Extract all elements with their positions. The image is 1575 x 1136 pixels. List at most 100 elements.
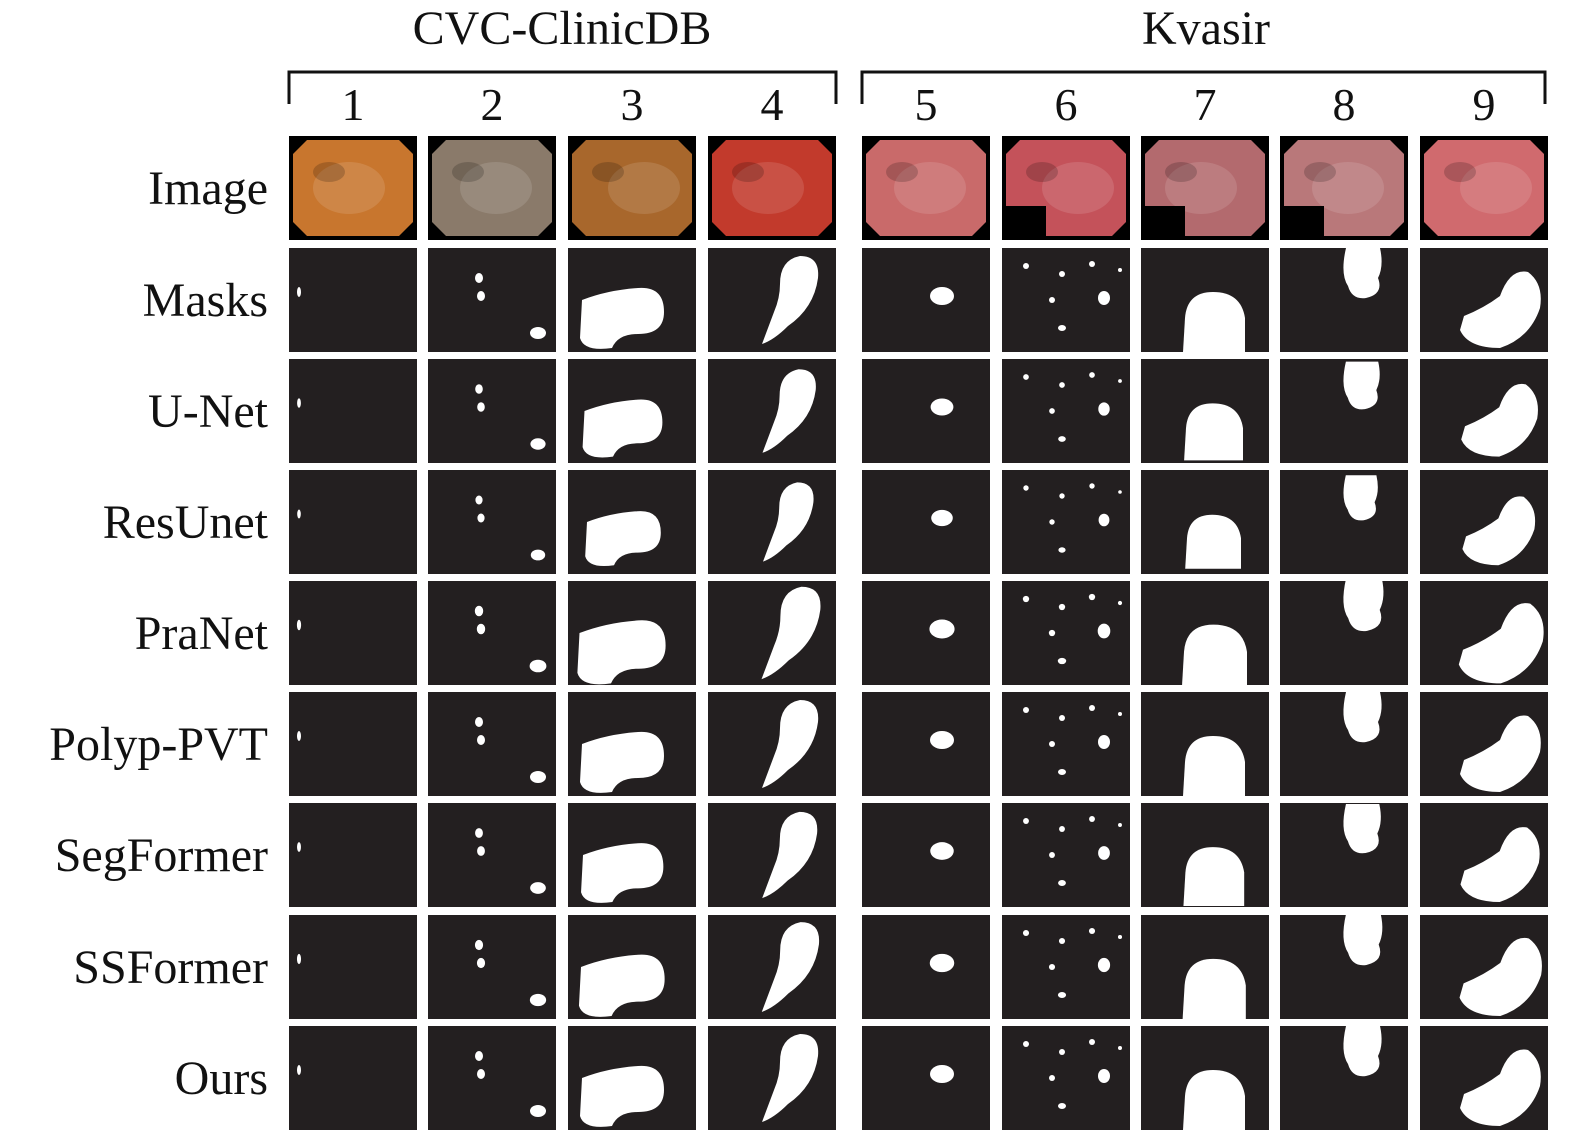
mask-tile-3 — [568, 1026, 696, 1130]
mask-tile-9 — [1420, 470, 1548, 574]
mask-tile-5 — [862, 470, 990, 574]
mask-tile-6 — [1002, 803, 1130, 907]
mask-tile-5 — [862, 581, 990, 685]
column-number-9: 9 — [1473, 79, 1496, 130]
mask-tile-6 — [1002, 359, 1130, 463]
image-tile-4 — [708, 136, 836, 240]
row-label-ours: Ours — [175, 1052, 268, 1105]
mask-tile-4 — [708, 248, 836, 352]
mask-tile-5 — [862, 915, 990, 1019]
group-title-kvasir: Kvasir — [1142, 2, 1270, 55]
mask-tile-5 — [862, 803, 990, 907]
image-tile-7 — [1141, 136, 1269, 240]
mask-tile-2 — [428, 915, 556, 1019]
mask-tile-6 — [1002, 915, 1130, 1019]
mask-tile-9 — [1420, 248, 1548, 352]
mask-tile-5 — [862, 1026, 990, 1130]
mask-tile-1 — [289, 248, 417, 352]
mask-tile-2 — [428, 359, 556, 463]
mask-tile-1 — [289, 581, 417, 685]
image-tile-2 — [428, 136, 556, 240]
mask-tile-9 — [1420, 803, 1548, 907]
mask-tile-7 — [1141, 692, 1269, 796]
mask-tile-7 — [1141, 1026, 1269, 1130]
mask-tile-2 — [428, 1026, 556, 1130]
mask-tile-3 — [568, 692, 696, 796]
row-label-polyp-pvt: Polyp-PVT — [49, 718, 268, 771]
mask-tile-4 — [708, 915, 836, 1019]
mask-tile-4 — [708, 359, 836, 463]
mask-tile-1 — [289, 915, 417, 1019]
mask-tile-9 — [1420, 581, 1548, 685]
image-tile-6 — [1002, 136, 1130, 240]
mask-tile-8 — [1280, 1026, 1408, 1130]
row-label-resunet: ResUnet — [103, 496, 269, 549]
mask-tile-8 — [1280, 359, 1408, 463]
mask-tile-1 — [289, 803, 417, 907]
mask-tile-6 — [1002, 1026, 1130, 1130]
mask-tile-3 — [568, 803, 696, 907]
mask-tile-3 — [568, 470, 696, 574]
mask-tile-6 — [1002, 581, 1130, 685]
mask-tile-7 — [1141, 359, 1269, 463]
mask-tile-1 — [289, 359, 417, 463]
mask-tile-1 — [289, 1026, 417, 1130]
mask-tile-6 — [1002, 470, 1130, 574]
column-number-4: 4 — [761, 79, 784, 130]
mask-tile-2 — [428, 581, 556, 685]
mask-tile-8 — [1280, 913, 1408, 1019]
mask-tile-9 — [1420, 359, 1548, 463]
row-label-pranet: PraNet — [135, 607, 269, 660]
group-bracket-kvasir — [860, 70, 1547, 104]
row-label-u-net: U-Net — [148, 385, 269, 438]
column-number-6: 6 — [1055, 79, 1078, 130]
mask-tile-7 — [1141, 470, 1269, 574]
row-label-segformer: SegFormer — [55, 829, 268, 882]
mask-tile-7 — [1141, 915, 1269, 1021]
mask-tile-5 — [862, 359, 990, 463]
column-number-1: 1 — [342, 79, 365, 130]
mask-tile-9 — [1420, 915, 1548, 1019]
mask-tile-9 — [1420, 1026, 1548, 1130]
mask-tile-5 — [862, 248, 990, 352]
mask-tile-1 — [289, 470, 417, 574]
image-tile-1 — [289, 136, 417, 240]
column-number-7: 7 — [1194, 79, 1217, 130]
mask-tile-8 — [1280, 692, 1408, 796]
mask-tile-4 — [708, 803, 836, 907]
mask-tile-2 — [428, 803, 556, 907]
group-title-cvc-clinicdb: CVC-ClinicDB — [413, 2, 712, 55]
mask-tile-3 — [568, 248, 696, 352]
image-tile-8 — [1280, 136, 1408, 240]
image-tile-3 — [568, 136, 696, 240]
mask-tile-4 — [708, 581, 836, 685]
mask-tile-8 — [1280, 248, 1408, 352]
mask-tile-2 — [428, 692, 556, 796]
column-number-2: 2 — [481, 79, 504, 130]
mask-tile-9 — [1420, 692, 1548, 796]
column-number-5: 5 — [915, 79, 938, 130]
row-label-masks: Masks — [143, 274, 268, 327]
row-label-image: Image — [148, 162, 268, 215]
mask-tile-7 — [1141, 581, 1269, 688]
mask-tile-4 — [708, 692, 836, 796]
mask-tile-4 — [708, 470, 836, 574]
mask-tile-6 — [1002, 692, 1130, 796]
row-label-ssformer: SSFormer — [73, 941, 268, 994]
mask-tile-4 — [708, 1026, 836, 1130]
group-bracket-cvc-clinicdb — [287, 70, 838, 104]
column-number-8: 8 — [1333, 79, 1356, 130]
mask-tile-3 — [568, 915, 696, 1019]
image-tile-5 — [862, 136, 990, 240]
mask-tile-3 — [568, 581, 696, 685]
image-tile-9 — [1420, 136, 1548, 240]
mask-tile-8 — [1280, 578, 1408, 685]
mask-tile-7 — [1141, 248, 1269, 352]
mask-tile-5 — [862, 692, 990, 796]
mask-tile-1 — [289, 692, 417, 796]
mask-tile-8 — [1280, 470, 1408, 574]
mask-tile-7 — [1141, 803, 1269, 907]
mask-tile-8 — [1280, 803, 1408, 907]
mask-tile-6 — [1002, 248, 1130, 352]
